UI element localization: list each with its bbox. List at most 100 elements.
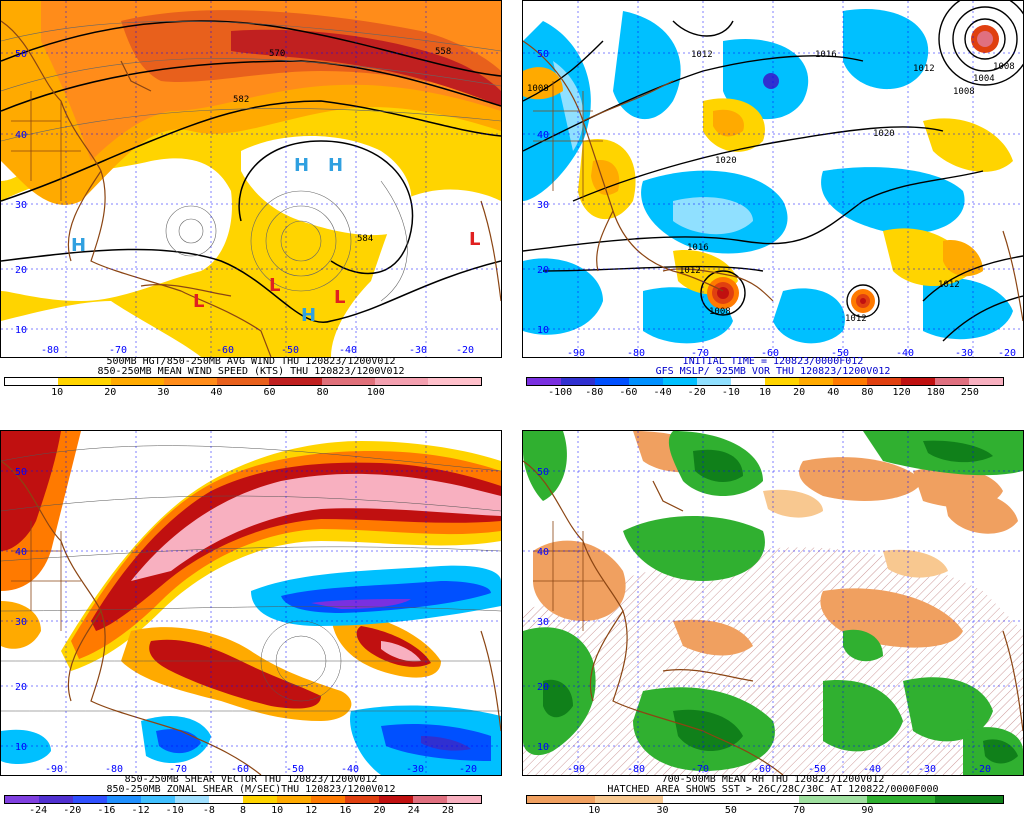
low-pressure-marker: L	[193, 291, 204, 312]
colorbar-label: 120	[892, 387, 911, 398]
colorbar-swatch	[561, 378, 595, 385]
lon-label: -60	[216, 345, 234, 356]
high-pressure-marker: H	[301, 305, 316, 326]
lon-label: -90	[567, 764, 585, 775]
colorbar-label: 12	[305, 805, 318, 816]
lon-label: -40	[339, 345, 357, 356]
isobar-label: 1008	[993, 62, 1015, 72]
colorbar-swatch	[799, 378, 833, 385]
lon-label: -90	[567, 348, 585, 357]
lat-label: 10	[15, 325, 27, 336]
colorbar-swatch	[141, 796, 175, 803]
lat-label: 20	[537, 265, 549, 276]
colorbar-swatch	[833, 378, 867, 385]
colorbar-swatch	[5, 796, 39, 803]
lon-label: -80	[105, 764, 123, 775]
colorbar-label: 100	[366, 387, 385, 398]
lat-label: 20	[15, 682, 27, 693]
colorbar	[4, 377, 482, 386]
isobar-label: 1008	[953, 87, 975, 97]
colorbar-label: -20	[687, 387, 706, 398]
lat-label: 30	[15, 617, 27, 628]
colorbar-label: -100	[548, 387, 573, 398]
colorbar-swatch	[345, 796, 379, 803]
panel-mean-rh: 50 40 30 20 10 -90 -80 -70 -60 -50 -40 -…	[522, 430, 1024, 819]
lon-label: -60	[231, 764, 249, 775]
colorbar-swatch	[935, 796, 1003, 803]
colorbar-label: -80	[585, 387, 604, 398]
lat-label: 50	[537, 467, 549, 478]
map-wind-speed: 50 40 30 20 10 -80 -70 -60 -50 -40 -30 -…	[0, 0, 502, 358]
caption-line-2: HATCHED AREA SHOWS SST > 26C/28C/30C AT …	[607, 784, 939, 795]
isobar-label: 1016	[687, 243, 709, 253]
colorbar-label: 10	[271, 805, 284, 816]
colorbar-swatch	[375, 378, 429, 385]
contour-label: 584	[357, 234, 373, 244]
isobar-label: 1012	[845, 314, 867, 324]
caption-line-2: GFS MSLP/ 925MB VOR THU 120823/1200V012	[655, 366, 891, 377]
isobar-label: 1012	[679, 266, 701, 276]
colorbar-swatch	[413, 796, 447, 803]
lon-label: -30	[409, 345, 427, 356]
colorbar-swatch	[731, 378, 765, 385]
colorbar-swatch	[5, 378, 58, 385]
colorbar-swatch	[765, 378, 799, 385]
lat-label: 10	[15, 742, 27, 753]
colorbar-label: 10	[758, 387, 772, 398]
colorbar-label: 24	[407, 805, 420, 816]
lon-label: -80	[41, 345, 59, 356]
lat-label: 40	[537, 547, 549, 558]
caption-line-1: 500MB HGT/850-250MB AVG WIND THU 120823/…	[106, 356, 396, 367]
lat-label: 10	[537, 742, 549, 753]
colorbar-swatch	[867, 378, 901, 385]
lon-label: -40	[341, 764, 359, 775]
low-pressure-marker: L	[269, 275, 280, 296]
lon-label: -20	[456, 345, 474, 356]
colorbar-swatch	[73, 796, 107, 803]
lon-label: -20	[459, 764, 477, 775]
colorbar-label: -20	[63, 805, 82, 816]
lat-label: 30	[15, 200, 27, 211]
lon-label: -50	[281, 345, 299, 356]
isobar-label: 1004	[973, 74, 995, 84]
low-pressure-marker: L	[469, 229, 480, 250]
colorbar-label: 40	[827, 387, 840, 398]
lon-label: -50	[831, 348, 849, 357]
colorbar-label: 10	[51, 387, 64, 398]
isobar-label: 1020	[715, 156, 737, 166]
contour-label: 570	[269, 49, 285, 59]
caption-line-1: INITIAL TIME = 120823/0000F012	[682, 356, 864, 367]
colorbar-swatch	[595, 796, 663, 803]
colorbar-label: 80	[861, 387, 874, 398]
colorbar-label: 10	[588, 805, 601, 816]
colorbar	[526, 377, 1004, 386]
colorbar-label: 28	[441, 805, 454, 816]
lon-label: -30	[406, 764, 424, 775]
lon-label: -30	[955, 348, 973, 357]
lon-label: -20	[998, 348, 1016, 357]
colorbar-swatch	[663, 796, 731, 803]
colorbar-swatch	[216, 378, 270, 385]
lon-label: -60	[761, 348, 779, 357]
colorbar-swatch	[595, 378, 629, 385]
low-pressure-marker: L	[334, 287, 345, 308]
colorbar-label: 250	[960, 387, 979, 398]
colorbar-label: 20	[104, 387, 117, 398]
colorbar-label: 80	[316, 387, 329, 398]
colorbar-label: 20	[793, 387, 806, 398]
colorbar-label: 16	[339, 805, 352, 816]
lat-label: 30	[537, 617, 549, 628]
colorbar-label: -16	[97, 805, 116, 816]
colorbar-swatch	[57, 378, 111, 385]
colorbar-swatch	[379, 796, 413, 803]
colorbar-swatch	[428, 378, 482, 385]
colorbar-label: 30	[157, 387, 170, 398]
lat-label: 40	[15, 547, 27, 558]
colorbar-swatch	[629, 378, 663, 385]
lon-label: -80	[627, 348, 645, 357]
lat-label: 40	[537, 130, 549, 141]
lat-label: 20	[15, 265, 27, 276]
colorbar-label: -40	[653, 387, 672, 398]
colorbar-swatch	[311, 796, 345, 803]
lat-label: 50	[537, 49, 549, 60]
